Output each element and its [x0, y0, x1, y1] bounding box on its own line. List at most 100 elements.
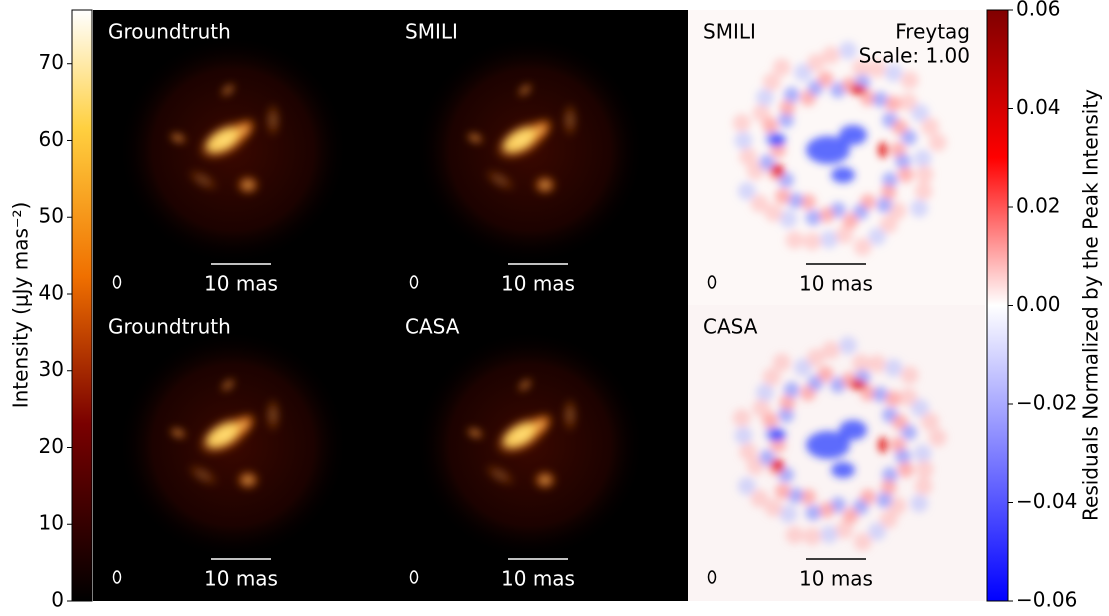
resid [763, 368, 781, 386]
blob [265, 102, 281, 138]
resid [772, 459, 784, 471]
resid [878, 142, 888, 158]
resid [901, 366, 919, 384]
resid [817, 71, 833, 87]
resid [734, 132, 752, 150]
panel: SMILI 10 mas [390, 10, 688, 306]
blob [265, 397, 281, 433]
resid [915, 477, 933, 495]
panel: CASA10 mas [390, 305, 688, 601]
tick-label: 0 [51, 588, 64, 612]
panel-label: Groundtruth [108, 315, 231, 339]
resid [738, 182, 756, 200]
blob [533, 175, 557, 195]
resid [739, 148, 757, 166]
panel: CASA 10 mas [688, 305, 985, 601]
resid [784, 87, 800, 103]
resid [868, 523, 886, 541]
resid [756, 383, 774, 401]
resid [734, 427, 752, 445]
resid [852, 354, 870, 372]
resid [786, 231, 804, 249]
resid [803, 232, 821, 250]
resid [835, 226, 853, 244]
resid [817, 366, 833, 382]
resid [775, 188, 791, 204]
resid [885, 391, 901, 407]
resid [910, 494, 928, 512]
tick-label: 70 [39, 50, 64, 74]
colorbar-intensity [72, 10, 92, 601]
resid [850, 380, 866, 390]
tick-label: 0.02 [1016, 194, 1061, 218]
resid [819, 207, 835, 223]
tick-label: 0.04 [1016, 95, 1061, 119]
tick-label: 40 [39, 280, 64, 304]
colorbar-residual [987, 10, 1008, 601]
resid [839, 336, 857, 354]
resid [733, 409, 751, 427]
resid [854, 533, 872, 551]
blob [533, 470, 557, 490]
resid [786, 526, 804, 544]
colorbar-label: Intensity (μJy mas⁻²) [9, 202, 33, 409]
resid [868, 228, 886, 246]
resid [884, 359, 902, 377]
tick-label: 50 [39, 204, 64, 228]
resid [773, 353, 791, 371]
resid [752, 399, 770, 417]
panel-label: SMILI [405, 20, 458, 44]
resid [775, 483, 791, 499]
resid [822, 46, 840, 64]
panel-label: CASA [703, 315, 758, 339]
resid [770, 429, 786, 441]
resid [805, 210, 821, 226]
tick-label: 20 [39, 434, 64, 458]
tick-label: 0.06 [1016, 0, 1061, 21]
resid [831, 462, 855, 478]
resid [895, 153, 911, 169]
figure: Intensity (μJy mas⁻²) Residuals Normaliz… [0, 0, 1109, 616]
panel-note: Scale: 1.00 [859, 44, 970, 68]
resid [772, 164, 784, 176]
resid [916, 165, 934, 183]
resid [738, 477, 756, 495]
resid [901, 424, 917, 440]
resid [820, 526, 838, 544]
resid [831, 167, 855, 183]
resid [839, 420, 867, 440]
scalebar-label: 10 mas [799, 567, 873, 591]
resid [822, 341, 840, 359]
tick-label: 10 [39, 511, 64, 535]
resid [915, 182, 933, 200]
resid [784, 382, 800, 398]
resid [773, 58, 791, 76]
panel-label: CASA [405, 315, 460, 339]
blob [562, 102, 578, 138]
resid [914, 444, 932, 462]
resid [854, 238, 872, 256]
resid [898, 462, 914, 478]
resid [916, 460, 934, 478]
colorbar-label: Residuals Normalized by the Peak Intensi… [1079, 89, 1103, 521]
resid [805, 505, 821, 521]
tick-label: −0.04 [1016, 489, 1077, 513]
resid [910, 199, 928, 217]
scalebar-label: 10 mas [204, 567, 278, 591]
resid [929, 134, 947, 152]
resid [921, 118, 939, 136]
blob [236, 470, 260, 490]
panel-note: Freytag [895, 20, 970, 44]
panel-label: SMILI [703, 20, 756, 44]
tick-label: −0.02 [1016, 391, 1077, 415]
resid [820, 231, 838, 249]
resid [898, 167, 914, 183]
resid [819, 502, 835, 518]
resid [895, 448, 911, 464]
scalebar-label: 10 mas [501, 272, 575, 296]
panel: SMILI10 masFreytagScale: 1.00 [688, 10, 985, 306]
resid [770, 134, 786, 146]
tick-label: 60 [39, 127, 64, 151]
resid [850, 85, 866, 95]
